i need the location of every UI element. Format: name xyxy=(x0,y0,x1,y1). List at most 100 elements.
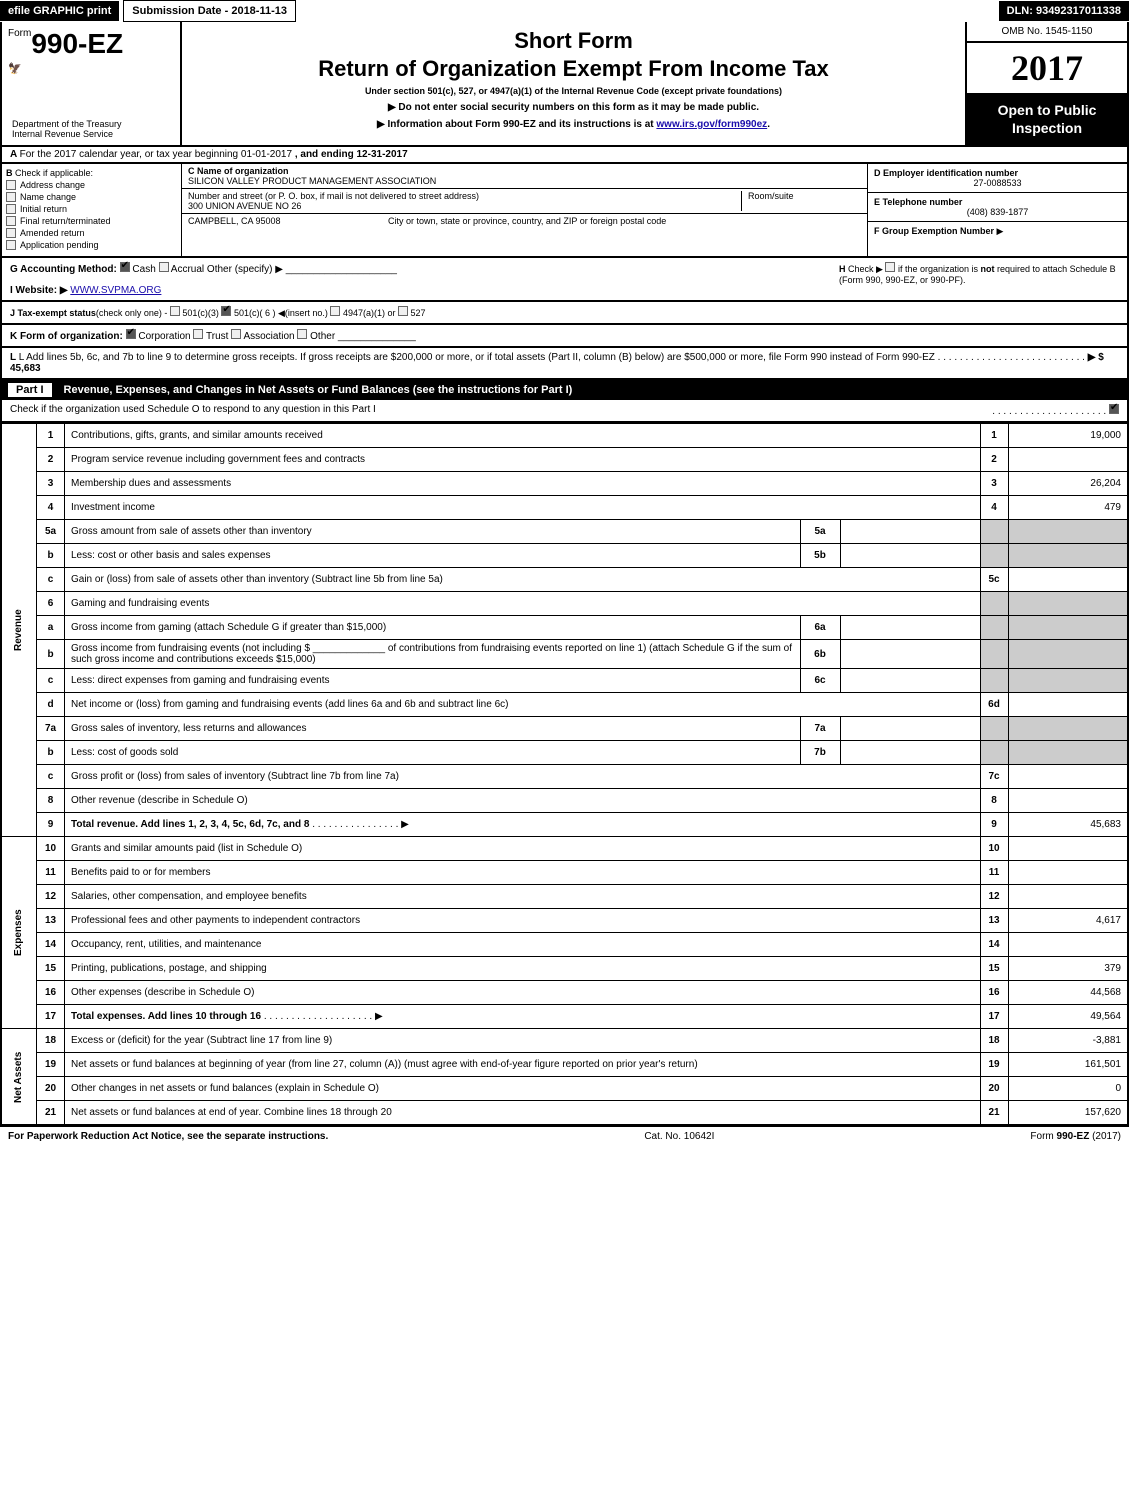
l12-amt xyxy=(1008,885,1128,909)
submission-date-box: Submission Date - 2018-11-13 xyxy=(123,0,296,22)
section-def: D Employer identification number 27-0088… xyxy=(867,164,1127,256)
header-left: Form990-EZ 🦅 Department of the Treasury … xyxy=(2,22,182,145)
l6b-sub: 6b xyxy=(800,640,840,669)
k-opt-0: Corporation xyxy=(138,331,190,342)
dept-line2: Internal Revenue Service xyxy=(12,129,122,139)
submission-date: 2018-11-13 xyxy=(231,5,287,17)
h-text1: Check ▶ xyxy=(848,264,883,274)
l6c-subamt xyxy=(840,669,980,693)
street-label: Number and street (or P. O. box, if mail… xyxy=(188,191,741,201)
checkbox-corporation[interactable] xyxy=(126,329,136,339)
l6a-shade1 xyxy=(980,616,1008,640)
part1-header: Part I Revenue, Expenses, and Changes in… xyxy=(0,380,1129,400)
checkbox-name-change[interactable] xyxy=(6,192,16,202)
checkbox-final-return[interactable] xyxy=(6,216,16,226)
j-opt2: 501(c)( 6 ) ◀(insert no.) xyxy=(234,308,328,318)
l9-num: 9 xyxy=(37,813,65,837)
g-cash: Cash xyxy=(132,264,155,275)
form-number: 990-EZ xyxy=(31,28,123,59)
l3-amt: 26,204 xyxy=(1008,472,1128,496)
l6b-subamt xyxy=(840,640,980,669)
l7b-num: b xyxy=(37,741,65,765)
l16-num: 16 xyxy=(37,981,65,1005)
checkbox-application-pending[interactable] xyxy=(6,240,16,250)
main-title: Return of Organization Exempt From Incom… xyxy=(188,56,959,82)
top-bar: efile GRAPHIC print Submission Date - 20… xyxy=(0,0,1129,22)
header-center: Short Form Return of Organization Exempt… xyxy=(182,22,967,145)
l17-num: 17 xyxy=(37,1005,65,1029)
checkbox-amended-return[interactable] xyxy=(6,228,16,238)
l11-col: 11 xyxy=(980,861,1008,885)
l5b-sub: 5b xyxy=(800,544,840,568)
l18-text: Excess or (deficit) for the year (Subtra… xyxy=(65,1029,981,1053)
l6b-shade1 xyxy=(980,640,1008,669)
l2-amt xyxy=(1008,448,1128,472)
checkbox-501c[interactable] xyxy=(221,306,231,316)
l5a-shade2 xyxy=(1008,520,1128,544)
eagle-icon: 🦅 xyxy=(8,63,22,75)
l10-text: Grants and similar amounts paid (list in… xyxy=(65,837,981,861)
checkbox-other-org[interactable] xyxy=(297,329,307,339)
checkbox-527[interactable] xyxy=(398,306,408,316)
l6-shade1 xyxy=(980,592,1008,616)
footer-left: For Paperwork Reduction Act Notice, see … xyxy=(8,1131,328,1142)
l6d-num: d xyxy=(37,693,65,717)
lines-table: Revenue 1 Contributions, gifts, grants, … xyxy=(0,423,1129,1126)
phone-value: (408) 839-1877 xyxy=(874,207,1121,217)
checkbox-association[interactable] xyxy=(231,329,241,339)
l6-text: Gaming and fundraising events xyxy=(65,592,981,616)
l17-col: 17 xyxy=(980,1005,1008,1029)
l4-col: 4 xyxy=(980,496,1008,520)
dept-line1: Department of the Treasury xyxy=(12,119,122,129)
l6a-text: Gross income from gaming (attach Schedul… xyxy=(65,616,801,640)
l6a-subamt xyxy=(840,616,980,640)
l6-shade2 xyxy=(1008,592,1128,616)
checkbox-cash[interactable] xyxy=(120,262,130,272)
checkbox-schedule-b[interactable] xyxy=(885,262,895,272)
l6-num: 6 xyxy=(37,592,65,616)
row-j: J Tax-exempt status(check only one) - 50… xyxy=(0,302,1129,325)
website-link[interactable]: WWW.SVPMA.ORG xyxy=(70,285,161,296)
k-opt-3: Other xyxy=(310,331,335,342)
checkbox-trust[interactable] xyxy=(193,329,203,339)
l17-text: Total expenses. Add lines 10 through 16 … xyxy=(65,1005,981,1029)
l15-num: 15 xyxy=(37,957,65,981)
header-right: OMB No. 1545-1150 2017 Open to Public In… xyxy=(967,22,1127,145)
l21-amt: 157,620 xyxy=(1008,1101,1128,1125)
checkbox-accrual[interactable] xyxy=(159,262,169,272)
l11-text: Benefits paid to or for members xyxy=(65,861,981,885)
l5a-shade1 xyxy=(980,520,1008,544)
short-form-title: Short Form xyxy=(188,28,959,54)
street-value: 300 UNION AVENUE NO 26 xyxy=(188,201,741,211)
checkbox-initial-return[interactable] xyxy=(6,204,16,214)
checkbox-address-change[interactable] xyxy=(6,180,16,190)
l6a-shade2 xyxy=(1008,616,1128,640)
l1-text: Contributions, gifts, grants, and simila… xyxy=(65,424,981,448)
l12-num: 12 xyxy=(37,885,65,909)
l9-text: Total revenue. Add lines 1, 2, 3, 4, 5c,… xyxy=(65,813,981,837)
j-label: J Tax-exempt status xyxy=(10,308,96,318)
checkbox-schedule-o[interactable] xyxy=(1109,404,1119,414)
e-label: E Telephone number xyxy=(874,197,1121,207)
l2-text: Program service revenue including govern… xyxy=(65,448,981,472)
l21-col: 21 xyxy=(980,1101,1008,1125)
l14-text: Occupancy, rent, utilities, and maintena… xyxy=(65,933,981,957)
l1-amt: 19,000 xyxy=(1008,424,1128,448)
l9-col: 9 xyxy=(980,813,1008,837)
l13-text: Professional fees and other payments to … xyxy=(65,909,981,933)
l20-amt: 0 xyxy=(1008,1077,1128,1101)
l3-text: Membership dues and assessments xyxy=(65,472,981,496)
l19-num: 19 xyxy=(37,1053,65,1077)
h-not: not xyxy=(981,264,995,274)
line-a: A For the 2017 calendar year, or tax yea… xyxy=(0,147,1129,164)
h-text2: if the organization is xyxy=(898,264,981,274)
form-instructions-link[interactable]: www.irs.gov/form990ez xyxy=(656,119,767,130)
l10-num: 10 xyxy=(37,837,65,861)
l6d-text: Net income or (loss) from gaming and fun… xyxy=(65,693,981,717)
subtitle: Under section 501(c), 527, or 4947(a)(1)… xyxy=(188,86,959,96)
checkbox-501c3[interactable] xyxy=(170,306,180,316)
checkbox-4947[interactable] xyxy=(330,306,340,316)
dln-label: DLN: xyxy=(1007,5,1036,17)
f-arrow: ▶ xyxy=(997,226,1004,236)
j-opt4: 527 xyxy=(411,308,426,318)
